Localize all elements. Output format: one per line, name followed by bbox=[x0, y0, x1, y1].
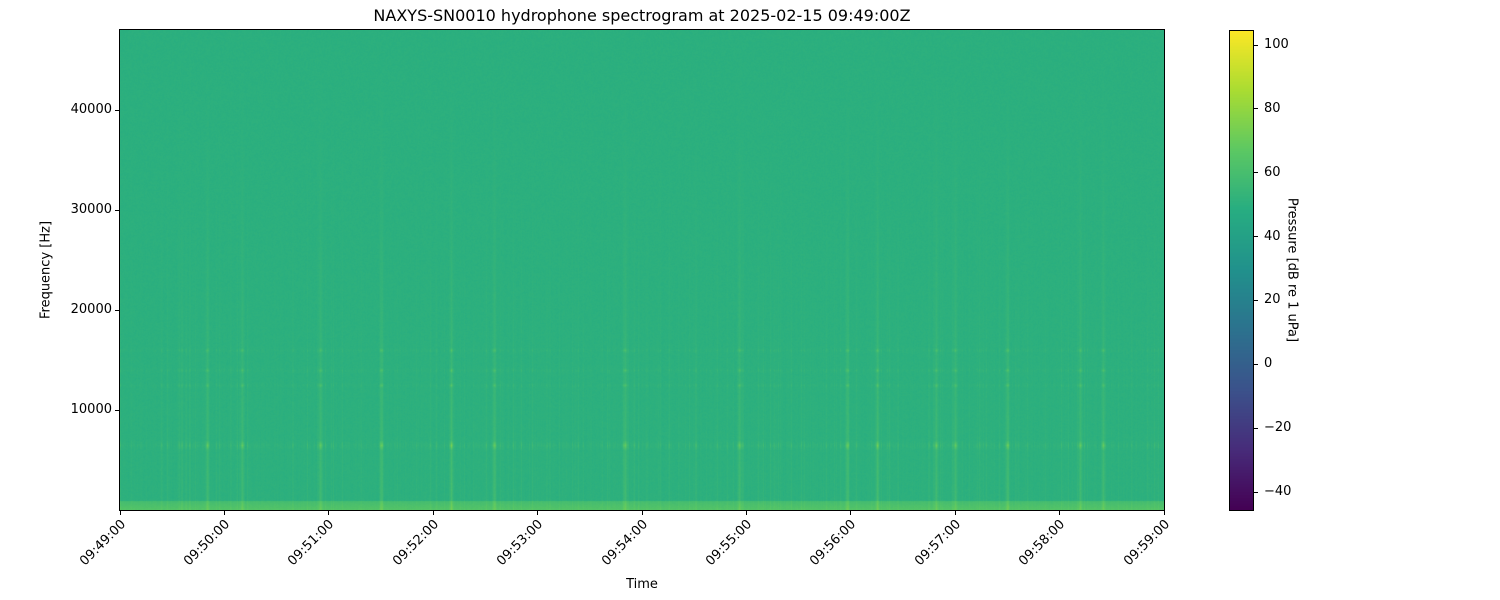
colorbar-tick-label: 100 bbox=[1264, 37, 1289, 52]
colorbar-tick-label: 20 bbox=[1264, 292, 1281, 308]
x-tick bbox=[432, 510, 434, 515]
colorbar-tick-label: 0 bbox=[1264, 356, 1273, 372]
colorbar-tick bbox=[1253, 299, 1258, 301]
x-tick bbox=[1163, 510, 1165, 515]
colorbar-tick-label: −20 bbox=[1264, 420, 1292, 436]
colorbar-tick bbox=[1253, 363, 1258, 365]
chart-title: NAXYS-SN0010 hydrophone spectrogram at 2… bbox=[373, 6, 911, 25]
x-axis-label: Time bbox=[626, 577, 658, 592]
colorbar-tick bbox=[1253, 491, 1258, 493]
y-tick bbox=[115, 109, 120, 111]
y-tick bbox=[115, 409, 120, 411]
x-tick bbox=[223, 510, 225, 515]
x-tick-label: 09:50:00 bbox=[181, 517, 234, 569]
colorbar bbox=[1229, 30, 1253, 510]
y-axis-label: Frequency [Hz] bbox=[38, 220, 54, 320]
y-tick-label: 40000 bbox=[70, 102, 112, 117]
x-tick-label: 09:58:00 bbox=[1016, 517, 1069, 569]
x-tick-label: 09:52:00 bbox=[389, 517, 442, 569]
y-tick bbox=[115, 309, 120, 311]
colorbar-label: Pressure [dB re 1 uPa] bbox=[1284, 197, 1300, 343]
colorbar-tick-label: 40 bbox=[1264, 228, 1281, 244]
x-tick bbox=[119, 510, 121, 515]
colorbar-tick bbox=[1253, 44, 1258, 46]
colorbar-tick-label: 60 bbox=[1264, 164, 1281, 180]
x-tick bbox=[537, 510, 539, 515]
x-tick-label: 09:57:00 bbox=[911, 517, 964, 569]
x-tick-label: 09:59:00 bbox=[1120, 517, 1173, 569]
colorbar-tick-label: 80 bbox=[1264, 100, 1281, 116]
x-tick-label: 09:55:00 bbox=[703, 517, 756, 569]
y-tick-label: 10000 bbox=[70, 402, 112, 417]
x-tick-label: 09:49:00 bbox=[76, 517, 129, 569]
x-tick-label: 09:56:00 bbox=[807, 517, 860, 569]
x-tick-label: 09:53:00 bbox=[494, 517, 547, 569]
x-tick bbox=[745, 510, 747, 515]
axes-frame bbox=[119, 29, 1165, 511]
x-tick bbox=[641, 510, 643, 515]
colorbar-tick bbox=[1253, 172, 1258, 174]
plot-area bbox=[120, 30, 1164, 510]
x-tick bbox=[954, 510, 956, 515]
x-tick-label: 09:51:00 bbox=[285, 517, 338, 569]
colorbar-tick bbox=[1253, 236, 1258, 238]
x-tick bbox=[1059, 510, 1061, 515]
y-tick-label: 30000 bbox=[70, 202, 112, 217]
y-tick-label: 20000 bbox=[70, 302, 112, 317]
x-tick bbox=[850, 510, 852, 515]
x-tick-label: 09:54:00 bbox=[598, 517, 651, 569]
y-tick bbox=[115, 209, 120, 211]
spectrogram-heatmap bbox=[120, 30, 1164, 510]
colorbar-tick bbox=[1253, 108, 1258, 110]
colorbar-tick bbox=[1253, 427, 1258, 429]
colorbar-frame bbox=[1229, 30, 1254, 511]
colorbar-tick-label: −40 bbox=[1264, 484, 1292, 500]
x-tick bbox=[328, 510, 330, 515]
